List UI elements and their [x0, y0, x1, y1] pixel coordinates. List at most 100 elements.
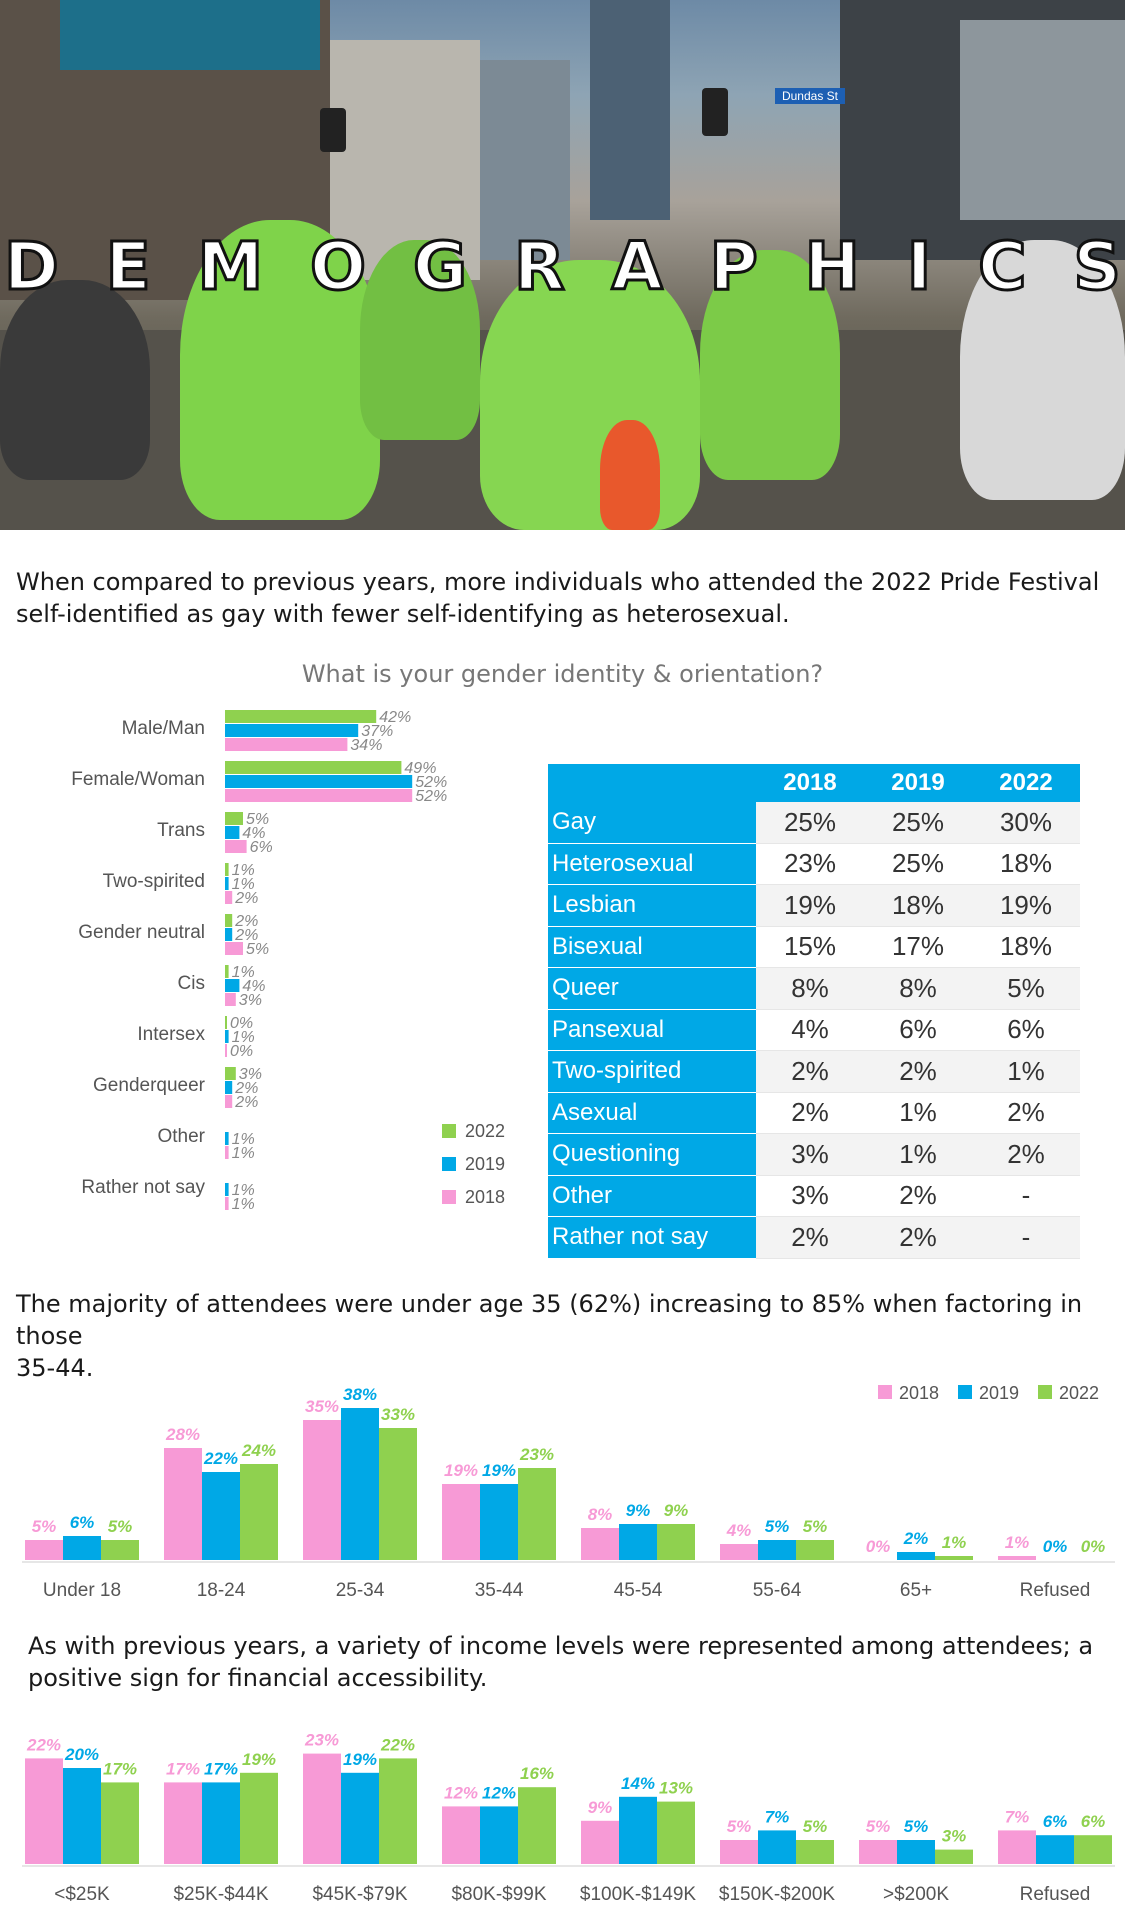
gender-bar-2019 [225, 826, 240, 839]
row-label: Heterosexual [548, 843, 756, 885]
gender-bar-label: 2% [234, 890, 258, 907]
bar-value-label: 22% [26, 1735, 61, 1754]
bar-2019 [758, 1830, 796, 1864]
gender-bar-label: 3% [239, 992, 262, 1009]
gender-category-label: Two-spirited [103, 871, 205, 892]
category-label: $100K-$149K [580, 1884, 697, 1905]
intro-text: When compared to previous years, more in… [16, 566, 1099, 630]
bar-value-label: 0% [1081, 1537, 1106, 1556]
legend-swatch-2018 [442, 1190, 456, 1204]
bar-2018 [25, 1758, 63, 1864]
bar-value-label: 5% [803, 1517, 828, 1536]
bar-value-label: 19% [444, 1461, 478, 1480]
table-header-2018: 2018 [756, 764, 864, 802]
legend-swatch-2019 [442, 1157, 456, 1171]
bar-value-label: 23% [519, 1445, 554, 1464]
gender-bar-2019 [225, 1183, 229, 1196]
bar-2018 [442, 1484, 480, 1560]
bar-2018 [720, 1840, 758, 1864]
gender-bar-2018 [225, 942, 243, 955]
gender-bar-label: 5% [246, 941, 269, 958]
legend-label: 2019 [465, 1154, 505, 1174]
legend-label: 2019 [979, 1383, 1019, 1403]
bar-value-label: 5% [904, 1817, 929, 1836]
title-letter: H [803, 227, 861, 307]
gender-bar-label: 0% [230, 1043, 253, 1060]
bar-value-label: 19% [242, 1750, 276, 1769]
bar-2018 [164, 1448, 202, 1560]
table-cell: 3% [756, 1133, 864, 1176]
bar-2018 [998, 1556, 1036, 1560]
bar-value-label: 7% [1005, 1807, 1030, 1826]
legend-swatch-2022 [442, 1124, 456, 1138]
gender-bar-label: 1% [232, 1029, 255, 1046]
bar-2019 [619, 1524, 657, 1560]
bar-2018 [164, 1782, 202, 1864]
gender-bar-2018 [225, 1146, 229, 1159]
title-letter: O [309, 227, 368, 307]
gender-bar-2018 [225, 1197, 229, 1210]
income-line-2: positive sign for financial accessibilit… [28, 1664, 488, 1692]
legend-label: 2022 [1059, 1383, 1099, 1403]
bar-2018 [303, 1753, 341, 1864]
gender-bar-label: 2% [234, 913, 258, 930]
gender-bar-label: 4% [242, 978, 265, 995]
bar-2018 [998, 1830, 1036, 1864]
gender-identity-chart: Male/Man42%37%34%Female/Woman49%52%52%Tr… [71, 709, 505, 1213]
table-row: Rather not say 2% 2% - [548, 1216, 1080, 1259]
gender-bar-label: 1% [232, 876, 255, 893]
legend-label: 2018 [465, 1187, 505, 1207]
category-label: Under 18 [43, 1580, 121, 1600]
gender-bar-label: 6% [250, 839, 273, 856]
gender-bar-2019 [225, 979, 240, 992]
category-label: 18-24 [197, 1580, 246, 1600]
gender-bar-2019 [225, 775, 413, 788]
gender-bar-label: 3% [239, 1066, 262, 1083]
bar-2019 [341, 1772, 379, 1864]
bar-2019 [1036, 1835, 1074, 1864]
bar-value-label: 22% [203, 1449, 238, 1468]
gender-bar-2019 [225, 1132, 229, 1145]
bar-2022 [379, 1428, 417, 1560]
title-letter: D [3, 227, 61, 307]
bar-value-label: 5% [727, 1817, 752, 1836]
bar-2022 [935, 1556, 973, 1560]
bar-value-label: 2% [903, 1529, 929, 1548]
bar-value-label: 16% [520, 1764, 554, 1783]
title-letter: S [1072, 227, 1123, 307]
gender-bar-2019 [225, 877, 229, 890]
gender-bar-label: 1% [232, 1182, 255, 1199]
income-text: As with previous years, a variety of inc… [28, 1630, 1093, 1694]
bar-value-label: 7% [765, 1807, 790, 1826]
gender-bar-label: 0% [230, 1015, 253, 1032]
title-letter: R [512, 227, 566, 307]
gender-bar-label: 2% [234, 1094, 258, 1111]
table-row: Pansexual 4% 6% 6% [548, 1009, 1080, 1051]
gender-bar-2022 [225, 1016, 227, 1029]
bar-2019 [480, 1484, 518, 1560]
legend-label: 2018 [899, 1383, 939, 1403]
bar-value-label: 17% [204, 1759, 238, 1778]
category-label: 65+ [900, 1580, 932, 1600]
category-label: 55-64 [753, 1580, 802, 1600]
bar-value-label: 1% [942, 1533, 967, 1552]
bar-value-label: 35% [305, 1397, 339, 1416]
table-cell: 23% [756, 843, 864, 885]
table-row: Queer 8% 8% 5% [548, 967, 1080, 1010]
row-label: Questioning [548, 1133, 756, 1176]
bar-value-label: 0% [1043, 1537, 1068, 1556]
gender-bar-label: 1% [232, 1145, 255, 1162]
gender-category-label: Gender neutral [78, 922, 205, 943]
bar-2022 [101, 1540, 139, 1560]
gender-bar-label: 49% [404, 760, 436, 777]
table-row: Asexual 2% 1% 2% [548, 1092, 1080, 1134]
gender-bar-2018 [225, 840, 247, 853]
bar-value-label: 12% [482, 1783, 516, 1802]
table-cell: 25% [864, 802, 972, 844]
bar-value-label: 4% [726, 1521, 752, 1540]
legend-swatch-2019 [958, 1385, 972, 1399]
gender-category-label: Male/Man [122, 718, 205, 739]
bar-2022 [935, 1849, 973, 1864]
gender-bar-2018 [225, 1044, 227, 1057]
gender-bar-label: 1% [232, 862, 255, 879]
